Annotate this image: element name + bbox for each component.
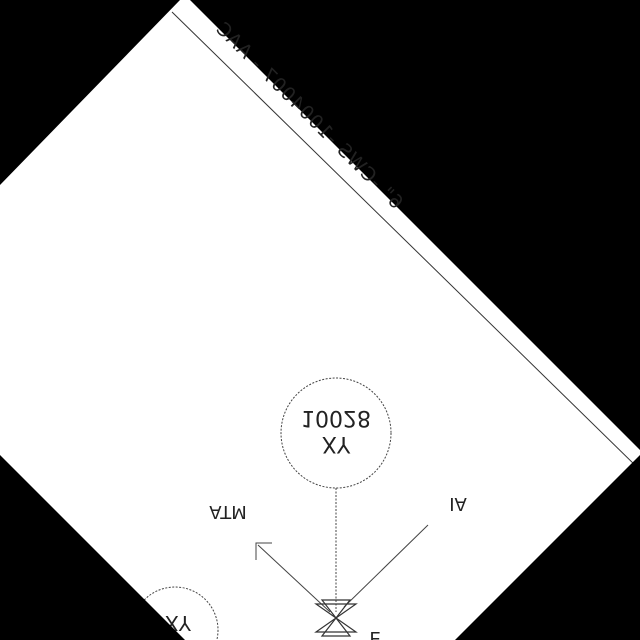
atm-label: ATM <box>209 501 246 522</box>
corner-mask-bottom-left <box>0 455 185 640</box>
instrument-bubble-main <box>280 377 392 489</box>
corner-mask-top-right <box>455 0 640 185</box>
instrument-tag: XY <box>322 431 351 456</box>
atm-arrow-head <box>255 542 272 560</box>
control-valve <box>314 599 358 637</box>
corner-mask-top-left <box>0 0 180 185</box>
ia-signal-line <box>343 524 429 608</box>
corner-mask-bottom-right <box>455 455 640 640</box>
atm-signal-line <box>257 544 331 613</box>
instrument-number: 10028 <box>301 405 371 430</box>
partial-label: E <box>369 627 380 640</box>
ia-label: IA <box>449 493 467 514</box>
process-line <box>171 11 640 471</box>
